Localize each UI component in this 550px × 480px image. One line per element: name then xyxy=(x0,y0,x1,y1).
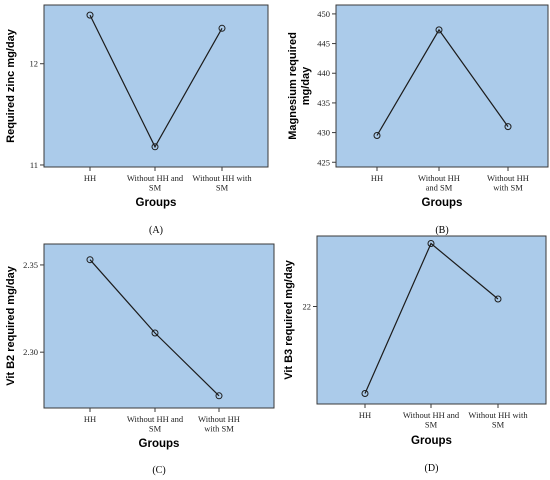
data-point xyxy=(218,24,226,32)
x-tick-label: Without HH and SM xyxy=(127,414,184,434)
x-tick-label: HH xyxy=(84,414,96,424)
series-line xyxy=(89,14,223,149)
data-point xyxy=(427,240,435,247)
panel-caption: (A) xyxy=(149,225,163,236)
panel-caption: (B) xyxy=(435,225,448,236)
x-tick-label: HH xyxy=(359,410,371,420)
data-point xyxy=(151,143,159,151)
y-tick-label: 2.35 xyxy=(23,260,38,270)
y-tick-label: 440 xyxy=(317,68,330,78)
y-axis-title: Magnesium requiredmg/day xyxy=(287,32,312,140)
x-tick-label: HH xyxy=(84,173,96,183)
x-tick-label: Without HH with SM xyxy=(192,173,252,193)
y-tick-label: 22 xyxy=(303,302,312,312)
y-tick-label: 11 xyxy=(30,160,38,170)
x-tick-label: Without HH and SM xyxy=(403,410,460,430)
series-line xyxy=(89,259,220,397)
data-point xyxy=(86,11,94,19)
y-tick-label: 12 xyxy=(30,59,39,69)
data-point xyxy=(151,329,159,337)
x-tick-label: Without HH with SM xyxy=(468,410,528,430)
y-tick-label: 445 xyxy=(317,39,330,49)
x-tick-label: HH xyxy=(371,173,383,183)
chart-panel-2: 425 430 435 440 445 450 HH Without HH and SM With… xyxy=(287,4,549,236)
chart-panel-1: 11 12 HH Without HH and SM Without HH with SM R… xyxy=(5,4,269,236)
x-tick-label: Without HH with SM xyxy=(487,173,529,193)
x-tick-label: Without HH with SM xyxy=(198,414,240,434)
chart-panel-3: 2.30 2.35 HH Without HH and SM Without HH with… xyxy=(5,243,275,476)
data-point xyxy=(361,390,369,397)
panel-caption: (C) xyxy=(152,465,165,476)
plot-area xyxy=(335,4,549,168)
series-line xyxy=(364,242,499,394)
data-point xyxy=(494,295,502,303)
data-point xyxy=(504,123,512,131)
plot-area xyxy=(43,243,275,409)
y-tick-label: 430 xyxy=(317,128,330,138)
x-axis-title: Groups xyxy=(422,197,463,209)
x-tick-label: Without HH and SM xyxy=(418,173,460,193)
data-point xyxy=(373,132,381,139)
y-tick-label: 2.30 xyxy=(23,347,38,357)
x-tick-label: Without HH and SM xyxy=(127,173,184,193)
series-line xyxy=(376,28,509,136)
data-point xyxy=(435,26,443,34)
x-axis-title: Groups xyxy=(139,438,180,450)
y-tick-label: 425 xyxy=(317,157,330,167)
y-tick-label: 450 xyxy=(317,9,330,19)
x-axis-title: Groups xyxy=(136,197,177,209)
data-point xyxy=(215,392,223,400)
x-axis-title: Groups xyxy=(411,435,452,447)
data-point xyxy=(86,256,94,264)
plot-area xyxy=(43,4,269,168)
y-axis-title: Vit B3 required mg/day xyxy=(283,259,295,379)
y-tick-label: 435 xyxy=(317,98,330,108)
chart-panel-4: 22 HH Without HH and SM Without HH with SM Vit… xyxy=(283,235,547,474)
y-axis-title: Required zinc mg/day xyxy=(5,28,17,143)
plot-area xyxy=(316,235,547,405)
panel-caption: (D) xyxy=(425,463,439,474)
y-axis-title: Vit B2 required mg/day xyxy=(5,265,17,385)
